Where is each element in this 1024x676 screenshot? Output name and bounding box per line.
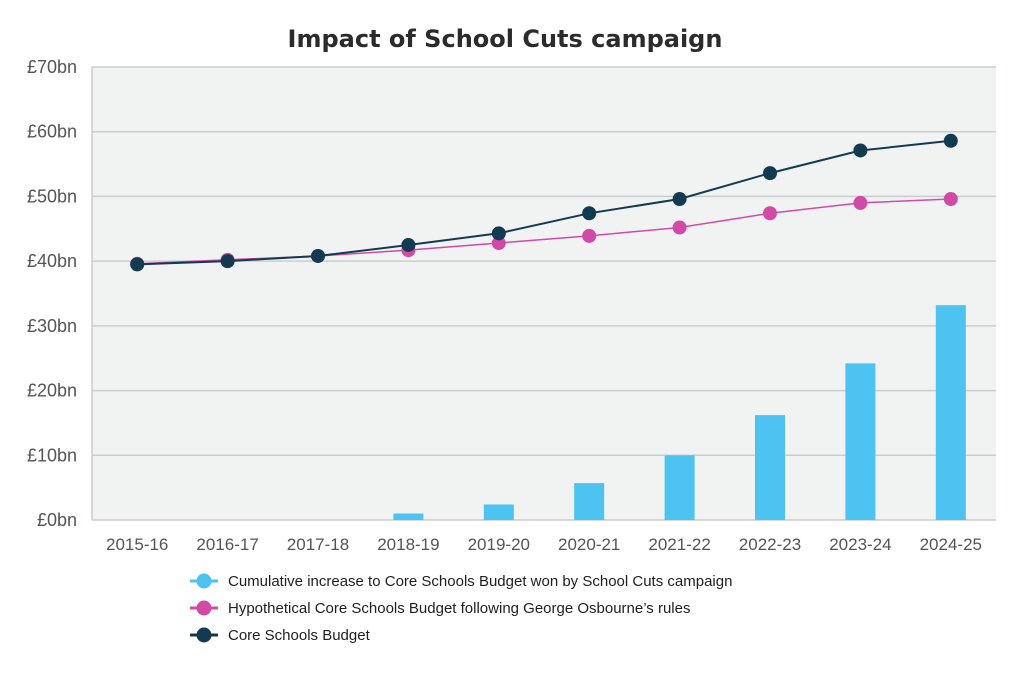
x-tick-label: 2019-20 [468, 535, 530, 554]
series-line [137, 139, 951, 266]
data-point [763, 166, 777, 181]
bar [935, 305, 966, 520]
y-tick-label: £50bn [27, 186, 77, 206]
x-tick-label: 2016-17 [196, 535, 258, 554]
bar [393, 513, 424, 520]
x-tick-label: 2020-21 [558, 535, 620, 554]
x-tick-label: 2022-23 [739, 535, 801, 554]
y-axis: £0bn £10bn £20bn £30bn £40bn £50bn £60bn £70bn [27, 57, 77, 530]
bar [664, 455, 695, 520]
y-tick-label: £10bn [27, 445, 77, 465]
chart-title: Impact of School Cuts campaign [288, 25, 723, 53]
bars [393, 305, 966, 520]
plot-area [92, 67, 996, 520]
bar [845, 363, 876, 520]
y-tick-label: £70bn [27, 57, 77, 77]
legend-label: Hypothetical Core Schools Budget followi… [228, 600, 690, 617]
legend-swatch-marker [196, 627, 212, 643]
x-tick-label: 2023-24 [829, 535, 891, 554]
x-tick-label: 2015-16 [106, 535, 168, 554]
data-point [401, 237, 416, 252]
bar [574, 483, 605, 520]
data-point [491, 236, 506, 251]
bar [483, 504, 514, 520]
data-point [672, 192, 687, 207]
data-point [491, 226, 506, 241]
legend-label: Core Schools Budget [228, 627, 371, 644]
data-point [311, 248, 325, 263]
data-point [582, 206, 597, 221]
x-axis: 2015-16 2016-17 2017-18 2018-19 2019-20 2020-… [106, 535, 982, 554]
lines [130, 133, 958, 272]
legend-swatch-marker [196, 573, 212, 589]
legend-label: Cumulative increase to Core Schools Budg… [228, 573, 732, 590]
data-point [943, 192, 958, 207]
y-tick-label: £20bn [27, 381, 77, 401]
x-tick-label: 2017-18 [287, 535, 349, 554]
data-point [582, 228, 597, 243]
data-point [853, 143, 868, 158]
legend-swatch-marker [196, 600, 212, 616]
data-point [853, 195, 868, 210]
data-point [943, 133, 958, 148]
y-tick-label: £0bn [37, 510, 77, 530]
x-tick-label: 2021-22 [648, 535, 710, 554]
x-tick-label: 2018-19 [377, 535, 439, 554]
data-point [130, 257, 145, 272]
data-point [672, 220, 687, 235]
bar [755, 415, 785, 520]
data-point [763, 206, 777, 221]
y-tick-label: £30bn [27, 316, 77, 336]
x-tick-label: 2024-25 [920, 535, 982, 554]
y-tick-label: £60bn [27, 122, 77, 142]
data-point [220, 254, 235, 269]
legend: Cumulative increase to Core Schools Budg… [190, 573, 732, 644]
grid [91, 66, 996, 521]
y-tick-label: £40bn [27, 251, 77, 271]
